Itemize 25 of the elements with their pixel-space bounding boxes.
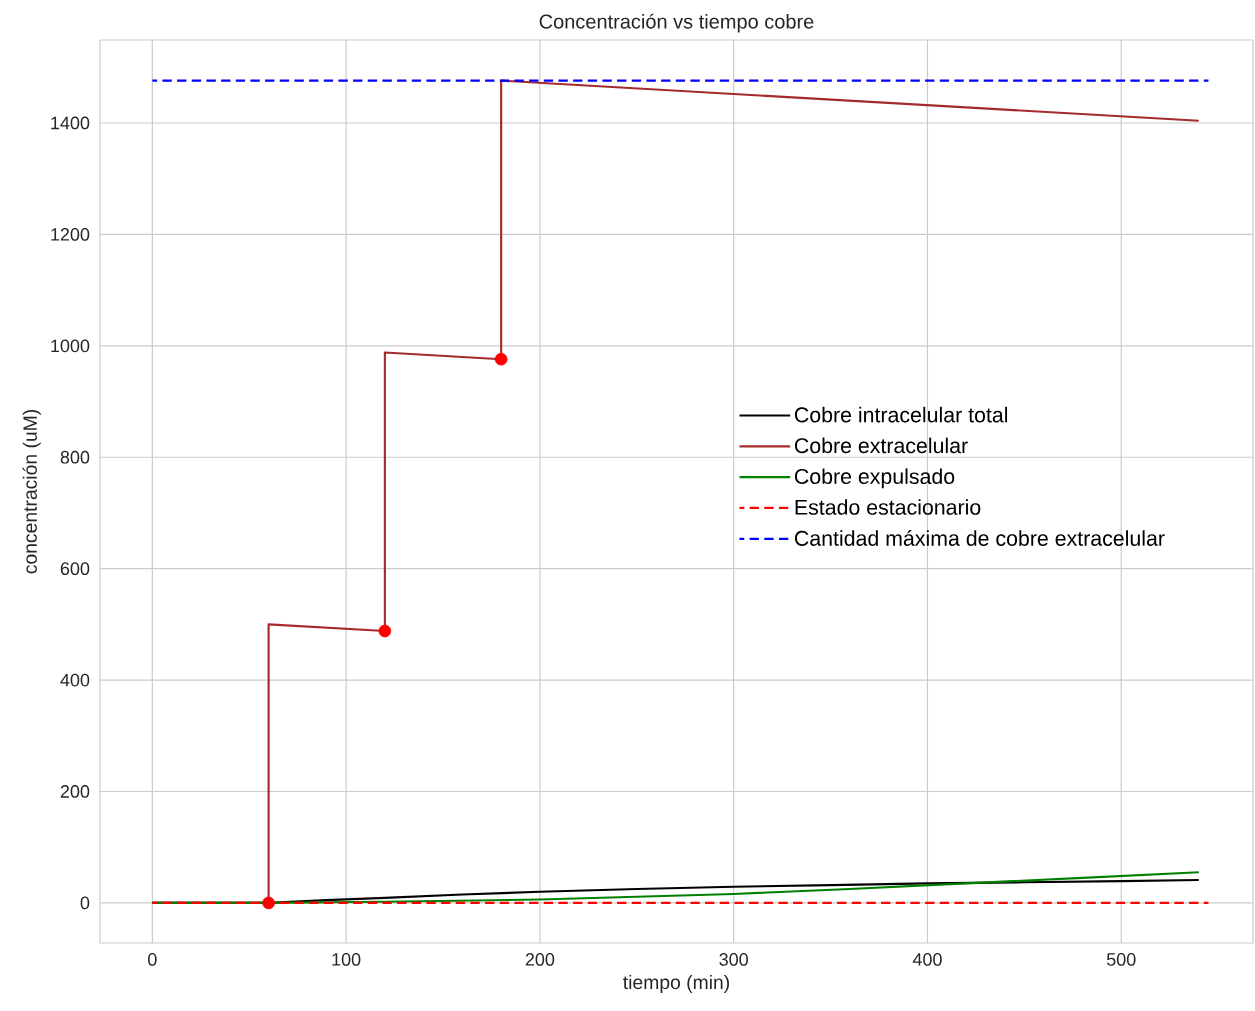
x-tick-label: 400: [912, 953, 942, 966]
y-axis-title: concentración (uM): [22, 409, 41, 574]
legend-label: Cobre intracelular total: [794, 406, 1008, 423]
y-tick-label: 400: [60, 673, 90, 687]
y-tick-label: 600: [60, 562, 90, 576]
legend-label: Cantidad máxima de cobre extracelular: [794, 529, 1165, 546]
y-tick-label: 1200: [51, 228, 90, 241]
legend-label: Estado estacionario: [795, 499, 981, 515]
legend-label: Cobre extracelular: [794, 437, 968, 454]
y-tick-label: 0: [80, 896, 90, 910]
legend-label: Cobre expulsado: [794, 468, 955, 489]
x-tick-label: 200: [525, 953, 555, 966]
y-tick-label: 200: [60, 785, 90, 798]
y-tick-label: 1400: [51, 116, 90, 130]
x-axis-title: tiempo (min): [623, 974, 729, 993]
point: [262, 896, 275, 910]
point: [378, 624, 392, 638]
y-tick-label: 1000: [51, 339, 90, 353]
x-tick-label: 0: [148, 953, 157, 966]
y-tick-label: 800: [60, 450, 90, 464]
chart-title: Concentración vs tiempo cobre: [539, 13, 814, 33]
x-tick-label: 100: [332, 953, 361, 966]
point: [494, 352, 508, 366]
x-tick-label: 500: [1106, 953, 1136, 966]
x-tick-label: 300: [719, 953, 748, 966]
